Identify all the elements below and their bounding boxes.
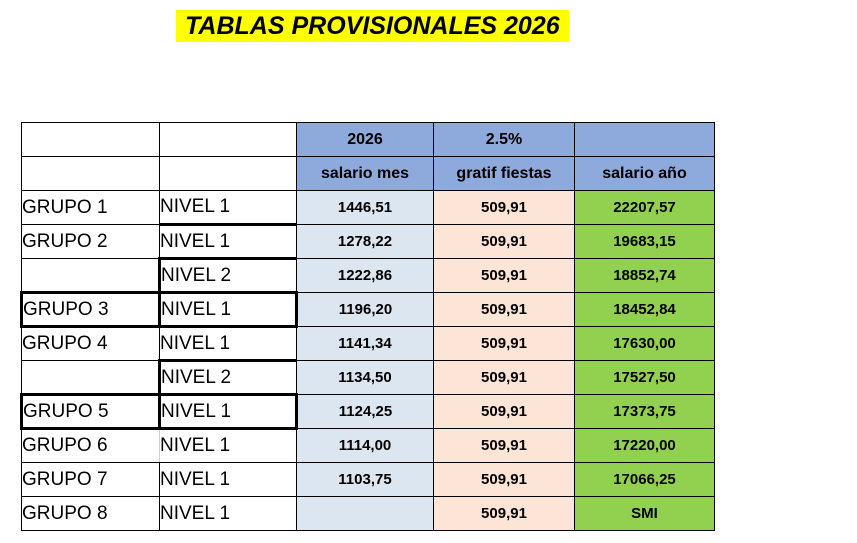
nivel-cell: NIVEL 2 (158, 360, 297, 396)
salario-mes-cell: 1278,22 (296, 224, 434, 259)
salario-ano-cell: SMI (574, 496, 715, 531)
nivel-cell: NIVEL 1 (159, 496, 297, 531)
table-row: GRUPO 7 NIVEL 1 1103,75 509,91 17066,25 (21, 462, 715, 497)
nivel-cell: NIVEL 1 (159, 224, 297, 260)
salario-mes-cell (296, 496, 434, 531)
nivel-cell: NIVEL 2 (158, 258, 297, 294)
grupo-cell: GRUPO 5 (20, 393, 161, 430)
table-row: GRUPO 6 NIVEL 1 1114,00 509,91 17220,00 (21, 428, 715, 463)
salario-ano-cell: 17220,00 (574, 428, 715, 463)
gratif-fiestas-cell: 509,91 (433, 428, 575, 463)
gratif-fiestas-cell: 509,91 (433, 224, 575, 259)
salario-ano-cell: 19683,15 (574, 224, 715, 259)
gratif-fiestas-cell: 509,91 (433, 292, 575, 327)
grupo-cell (21, 360, 160, 395)
grupo-cell: GRUPO 1 (21, 190, 160, 225)
header-blank (21, 122, 160, 157)
gratif-fiestas-cell: 509,91 (433, 462, 575, 497)
gratif-fiestas-cell: 509,91 (433, 258, 575, 293)
header-year: 2026 (296, 122, 434, 157)
top-header-row: 2026 2.5% (21, 122, 715, 157)
salario-ano-cell: 17527,50 (574, 360, 715, 395)
salario-mes-cell: 1141,34 (296, 326, 434, 361)
gratif-fiestas-cell: 509,91 (433, 496, 575, 531)
nivel-cell: NIVEL 1 (158, 291, 298, 328)
grupo-cell: GRUPO 3 (20, 291, 161, 328)
nivel-cell: NIVEL 1 (159, 326, 297, 362)
table-row: GRUPO 4 NIVEL 1 1141,34 509,91 17630,00 (21, 326, 715, 362)
page-title: TABLAS PROVISIONALES 2026 (176, 10, 569, 42)
salario-mes-cell: 1134,50 (296, 360, 434, 395)
salario-ano-cell: 22207,57 (574, 190, 715, 225)
salario-mes-cell: 1114,00 (296, 428, 434, 463)
table-row: GRUPO 3 NIVEL 1 1196,20 509,91 18452,84 (20, 291, 715, 328)
header-salario-ano: salario año (574, 156, 715, 191)
salario-mes-cell: 1103,75 (296, 462, 434, 497)
table-row: GRUPO 2 NIVEL 1 1278,22 509,91 19683,15 (21, 224, 715, 260)
header-gratif-fiestas: gratif fiestas (433, 156, 575, 191)
grupo-cell: GRUPO 2 (21, 224, 160, 259)
grupo-cell: GRUPO 8 (21, 496, 160, 531)
salario-ano-cell: 18852,74 (574, 258, 715, 293)
salario-ano-cell: 18452,84 (574, 292, 715, 327)
column-header-row: salario mes gratif fiestas salario año (21, 156, 715, 191)
header-blank (21, 156, 160, 191)
salario-ano-cell: 17373,75 (574, 394, 715, 429)
header-blank (159, 156, 297, 191)
gratif-fiestas-cell: 509,91 (433, 394, 575, 429)
table-row: NIVEL 2 1222,86 509,91 18852,74 (21, 258, 715, 294)
gratif-fiestas-cell: 509,91 (433, 326, 575, 361)
header-blank (159, 122, 297, 157)
grupo-cell (21, 258, 160, 293)
header-percent: 2.5% (433, 122, 575, 157)
salary-table: 2026 2.5% salario mes gratif fiestas salario… (20, 122, 715, 531)
gratif-fiestas-cell: 509,91 (433, 360, 575, 395)
salario-mes-cell: 1222,86 (296, 258, 434, 293)
table-row: GRUPO 5 NIVEL 1 1124,25 509,91 17373,75 (20, 393, 715, 430)
header-salario-mes: salario mes (296, 156, 434, 191)
salario-ano-cell: 17630,00 (574, 326, 715, 361)
nivel-cell: NIVEL 1 (158, 393, 298, 430)
salario-mes-cell: 1446,51 (296, 190, 434, 225)
grupo-cell: GRUPO 7 (21, 462, 160, 497)
nivel-cell: NIVEL 1 (159, 190, 297, 226)
grupo-cell: GRUPO 4 (21, 326, 160, 361)
salario-mes-cell: 1196,20 (296, 292, 434, 327)
grupo-cell: GRUPO 6 (21, 428, 160, 463)
nivel-cell: NIVEL 1 (159, 428, 297, 463)
gratif-fiestas-cell: 509,91 (433, 190, 575, 225)
table-row: GRUPO 8 NIVEL 1 509,91 SMI (21, 496, 715, 531)
table-row: GRUPO 1 NIVEL 1 1446,51 509,91 22207,57 (21, 190, 715, 226)
salario-mes-cell: 1124,25 (296, 394, 434, 429)
salario-ano-cell: 17066,25 (574, 462, 715, 497)
nivel-cell: NIVEL 1 (159, 462, 297, 497)
header-blank-blue (574, 122, 715, 157)
table-row: NIVEL 2 1134,50 509,91 17527,50 (21, 360, 715, 396)
